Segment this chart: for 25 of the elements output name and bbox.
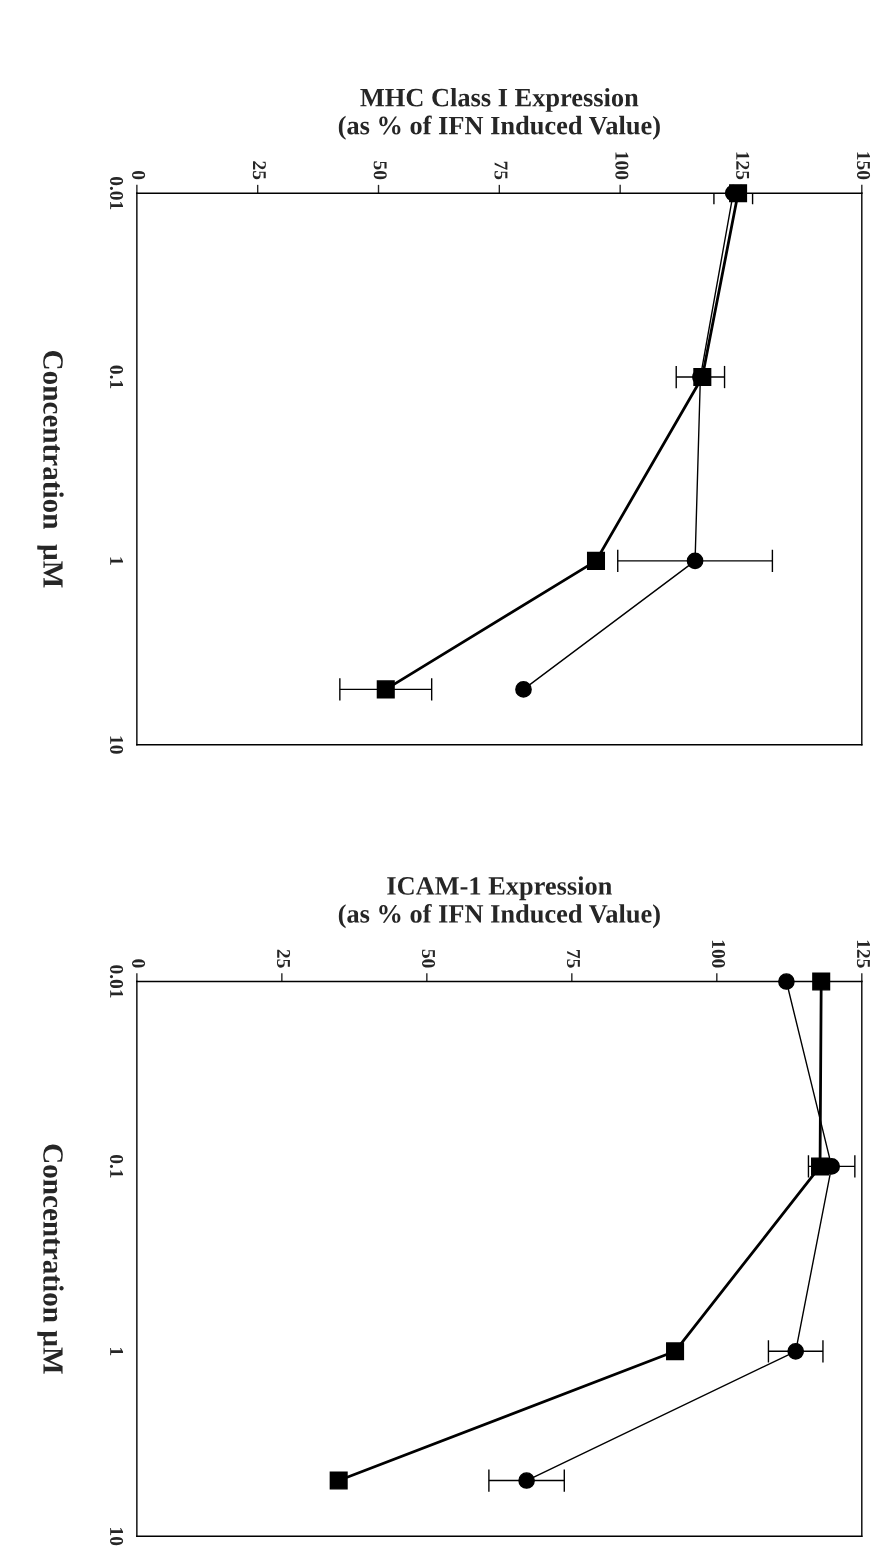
x-tick-label: 75 xyxy=(566,950,580,968)
y-tick-label: 0.1 xyxy=(109,1155,124,1178)
y-tick-label: 1 xyxy=(110,1348,124,1356)
x-axis-title: MHC Class I Expression (as % of IFN Induced Value) xyxy=(338,87,660,140)
x-tick-label: 100 xyxy=(615,152,629,180)
y-tick-label: 0.01 xyxy=(109,965,124,998)
x-tick-label: 0 xyxy=(132,171,146,180)
x-tick-label: 150 xyxy=(856,152,871,180)
y-tick-label: 10 xyxy=(109,1528,124,1546)
y-tick-label: 0.01 xyxy=(109,176,124,210)
y-axis-title: Concentration µM xyxy=(37,1144,64,1374)
x-tick-label: 25 xyxy=(252,161,266,180)
x-tick-label: 50 xyxy=(373,161,387,180)
x-tick-label: 0 xyxy=(132,959,146,968)
x-tick-label: 50 xyxy=(421,949,436,968)
x-tick-label: 100 xyxy=(711,940,726,968)
y-tick-label: 10 xyxy=(109,736,124,754)
x-tick-label: 75 xyxy=(494,161,508,180)
y-axis-title: Concentration µM xyxy=(37,351,64,588)
y-tick-label: 1 xyxy=(110,557,124,565)
x-tick-label: 125 xyxy=(736,152,750,180)
x-tick-label: 125 xyxy=(856,940,871,968)
y-tick-label: 0.1 xyxy=(109,365,124,389)
x-axis-title: ICAM-1 Expression (as % of IFN Induced Value) xyxy=(338,876,660,929)
x-tick-label: 25 xyxy=(276,949,291,968)
